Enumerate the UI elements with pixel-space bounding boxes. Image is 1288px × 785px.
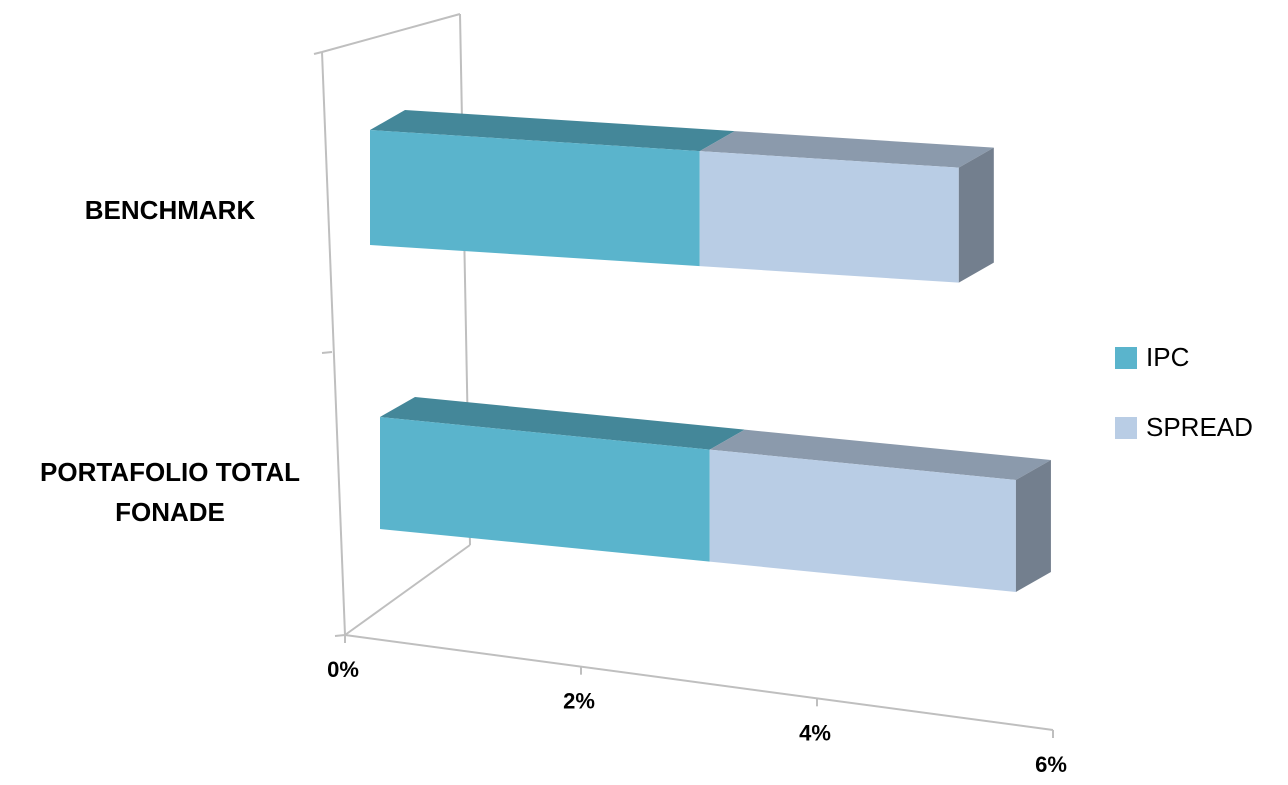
floor-edge [344,544,471,636]
walls [313,13,1054,731]
y-tick [313,51,323,55]
bar [699,151,959,283]
wall-edge [321,13,461,53]
legend-label: IPC [1146,342,1189,372]
x-tick-label: 2% [563,689,595,714]
y-tick-label: PORTAFOLIO TOTAL FONADE [40,457,300,527]
bar-top [709,429,1051,480]
bar [380,417,710,562]
x-tick-label: 4% [799,720,831,745]
bar-top [380,397,745,450]
y-tick [321,351,333,354]
x-axis [344,634,1054,731]
bar-top [370,110,735,152]
y-tick [334,634,346,637]
bar-end [1015,459,1051,592]
x-tick-label: 0% [327,657,359,682]
y-tick-label: BENCHMARK [84,195,256,225]
legend-swatch [1115,417,1137,439]
bar-end [958,147,994,283]
x-tick-label: 6% [1035,752,1067,777]
legend-swatch [1115,347,1137,369]
bar [709,449,1016,592]
y-axis [321,51,346,636]
legend-label: SPREAD [1146,412,1253,442]
bar-top [699,131,994,168]
bar [370,130,700,267]
